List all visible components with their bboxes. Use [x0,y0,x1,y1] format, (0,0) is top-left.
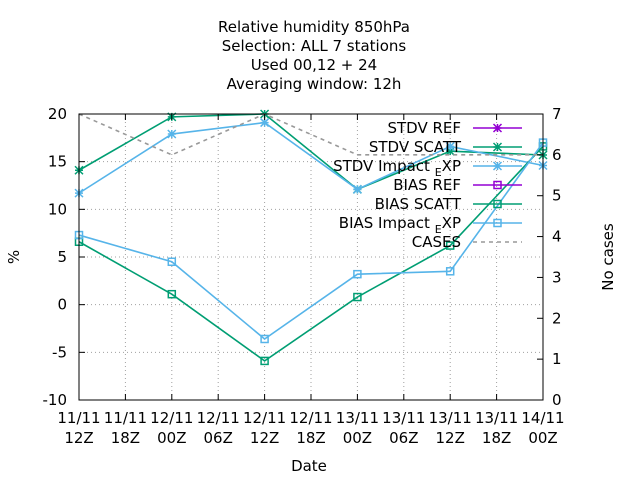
x-tick-label-date: 12/11 [289,409,332,427]
legend-entry-label: CASES [412,233,461,251]
x-tick-label-date: 13/11 [336,409,379,427]
data-point [353,269,362,279]
y2-tick-label: 4 [552,228,562,246]
x-tick-label-date: 12/11 [197,409,240,427]
legend-entry-marker [492,161,503,171]
y-tick-label: 5 [57,248,67,266]
y2-tick-label: 0 [552,391,562,409]
x-tick-label-hour: 18Z [111,429,140,447]
title-line: Relative humidity 850hPa [218,18,410,36]
x-tick-label-hour: 00Z [528,429,557,447]
x-tick-label-hour: 00Z [157,429,186,447]
data-point [167,129,177,139]
x-tick-label-hour: 12Z [64,429,93,447]
x-axis-label: Date [291,457,327,475]
data-point [445,241,455,250]
y2-tick-label: 6 [552,146,562,164]
legend-entry-marker [493,199,502,209]
data-point [353,292,362,302]
data-point [445,267,455,276]
x-tick-label-hour: 06Z [389,429,418,447]
y-tick-label: -10 [43,391,68,409]
y2-tick-label: 5 [552,187,562,205]
x-tick-label-date: 13/11 [429,409,472,427]
x-tick-label-date: 14/11 [521,409,564,427]
series-line [78,121,544,194]
legend-entry-marker [492,142,503,152]
y2-axis-label: No cases [599,223,617,291]
x-tick-label-date: 11/11 [57,409,100,427]
data-point [260,356,269,366]
legend-entry-label: BIAS REF [393,176,461,194]
legend-entry-label: BIAS Impact EXP [339,214,461,236]
data-point [167,257,177,267]
legend-entry-marker [492,123,503,133]
x-tick-label-hour: 00Z [343,429,372,447]
legend-entry-label: STDV REF [387,119,461,137]
title-line: Used 00,12 + 24 [251,56,377,74]
x-tick-label-hour: 18Z [296,429,325,447]
legend-entry-label: BIAS SCATT [375,195,462,213]
series-line [78,113,544,191]
y2-tick-label: 3 [552,268,562,286]
y-tick-label: 15 [48,153,67,171]
y-tick-label: -5 [52,343,67,361]
x-tick-label-date: 12/11 [243,409,286,427]
x-tick-label-hour: 18Z [482,429,511,447]
x-tick-label-hour: 12Z [436,429,465,447]
legend-entry-marker [493,180,502,190]
y2-tick-label: 1 [552,350,562,368]
x-tick-label-hour: 06Z [204,429,233,447]
x-tick-label-date: 13/11 [475,409,518,427]
y-tick-label: 20 [48,105,67,123]
y2-tick-label: 2 [552,309,562,327]
data-point [260,118,270,128]
series-line [78,142,544,340]
y-tick-label: 0 [57,296,67,314]
data-point [445,146,455,156]
x-tick-label-date: 13/11 [382,409,425,427]
y-tick-label: 10 [48,200,67,218]
data-point [260,334,269,344]
legend-entry-label: STDV Impact EXP [333,157,461,179]
x-tick-label-date: 11/11 [104,409,147,427]
y-axis-label: % [5,250,23,264]
legend-entry-marker [493,218,502,228]
axes: -10 -5 0 5 10 15 20 0 1 2 3 4 5 6 7 11/11 12Z 11/11 18Z 12/… [43,105,565,447]
series-line [78,145,544,362]
title-line: Averaging window: 12h [227,75,402,93]
legend-entry-label: STDV SCATT [369,138,462,156]
x-tick-label-hour: 12Z [250,429,279,447]
data-point [167,289,177,299]
data-point [352,184,362,194]
grid [79,114,543,400]
x-tick-label-date: 12/11 [150,409,193,427]
data-point [445,141,455,151]
title-line: Selection: ALL 7 stations [222,37,407,55]
y2-tick-label: 7 [552,105,562,123]
